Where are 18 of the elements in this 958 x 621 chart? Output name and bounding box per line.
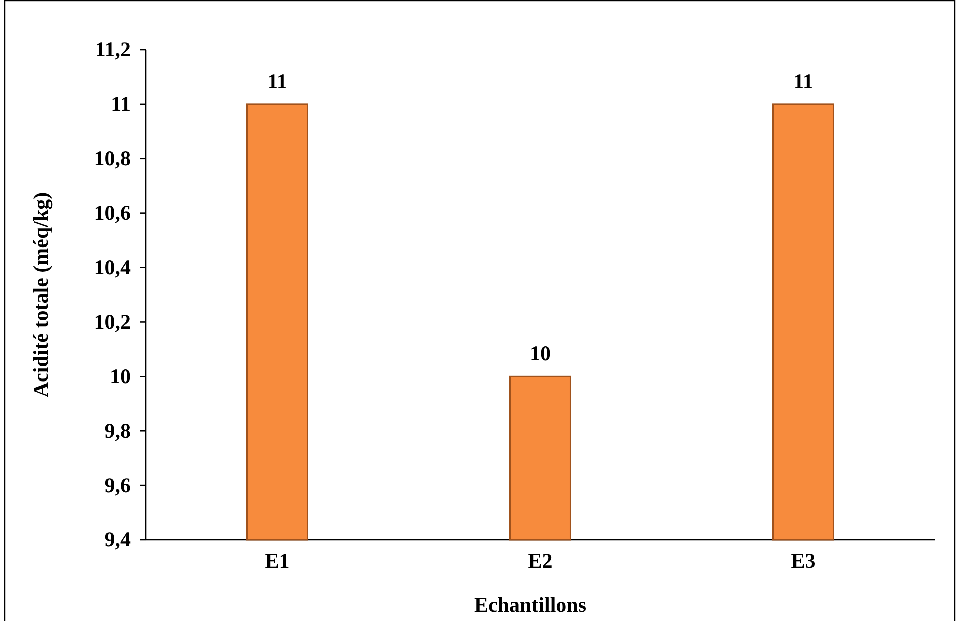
y-tick-label: 11 [111, 92, 131, 116]
y-tick-label: 9,8 [104, 418, 131, 443]
y-tick-label: 9,4 [104, 528, 132, 552]
y-tick-label: 10 [110, 364, 131, 388]
y-tick-label: 10,8 [94, 146, 131, 171]
data-label: 11 [794, 69, 814, 94]
y-tick-label: 11,2 [95, 38, 131, 62]
x-tick-label: E3 [791, 549, 816, 574]
x-axis-title: Echantillons [474, 593, 587, 617]
x-tick-label: E2 [528, 549, 553, 574]
y-tick-label: 10,6 [94, 201, 131, 226]
y-tick-label: 10,2 [94, 310, 131, 334]
data-label: 10 [530, 342, 551, 366]
data-label: 11 [268, 69, 288, 94]
x-tick-label: E1 [265, 549, 290, 574]
y-axis-title: Acidité totale (méq/kg) [29, 192, 53, 398]
y-tick-label: 9,6 [104, 473, 131, 498]
y-tick-label: 10,4 [94, 256, 132, 280]
